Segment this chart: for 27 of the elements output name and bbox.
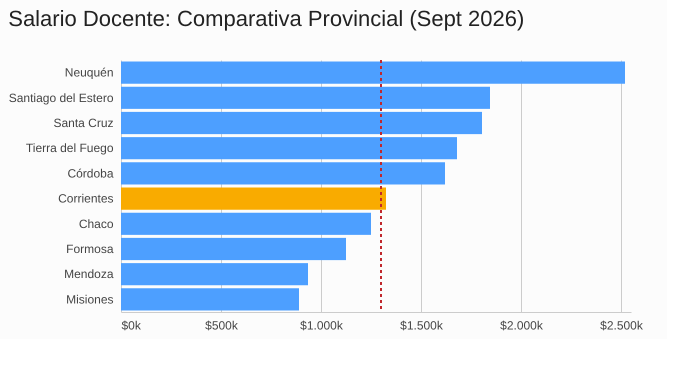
x-tick-label: $500k	[205, 318, 239, 332]
bar	[121, 162, 445, 184]
y-tick-label: Tierra del Fuego	[26, 141, 114, 156]
bar	[121, 188, 386, 210]
y-tick-label: Neuquén	[64, 66, 114, 80]
x-tick-label: $2.000k	[500, 318, 544, 332]
bar	[121, 212, 371, 235]
bar	[121, 238, 346, 260]
bar	[121, 62, 625, 84]
y-tick-label: Formosa	[66, 242, 114, 256]
bar	[121, 112, 482, 134]
x-tick-label: $1.000k	[300, 318, 344, 332]
x-tick-label: $1.500k	[400, 318, 444, 332]
y-tick-label: Santa Cruz	[53, 116, 114, 130]
x-tick-label: $0k	[122, 318, 142, 332]
y-tick-label: Misiones	[66, 292, 114, 306]
y-tick-label: Santiago del Estero	[8, 90, 114, 105]
bar	[121, 137, 457, 160]
y-tick-label: Mendoza	[64, 267, 114, 282]
bar	[121, 263, 308, 286]
y-tick-label: Chaco	[78, 216, 114, 231]
y-tick-label: Córdoba	[67, 166, 114, 180]
chart-title: Salario Docente: Comparativa Provincial (Sept 2026)	[8, 6, 524, 31]
x-tick-label: $2.500k	[600, 318, 644, 332]
bar	[121, 86, 490, 109]
bar	[121, 288, 299, 310]
y-tick-label: Corrientes	[58, 192, 114, 206]
